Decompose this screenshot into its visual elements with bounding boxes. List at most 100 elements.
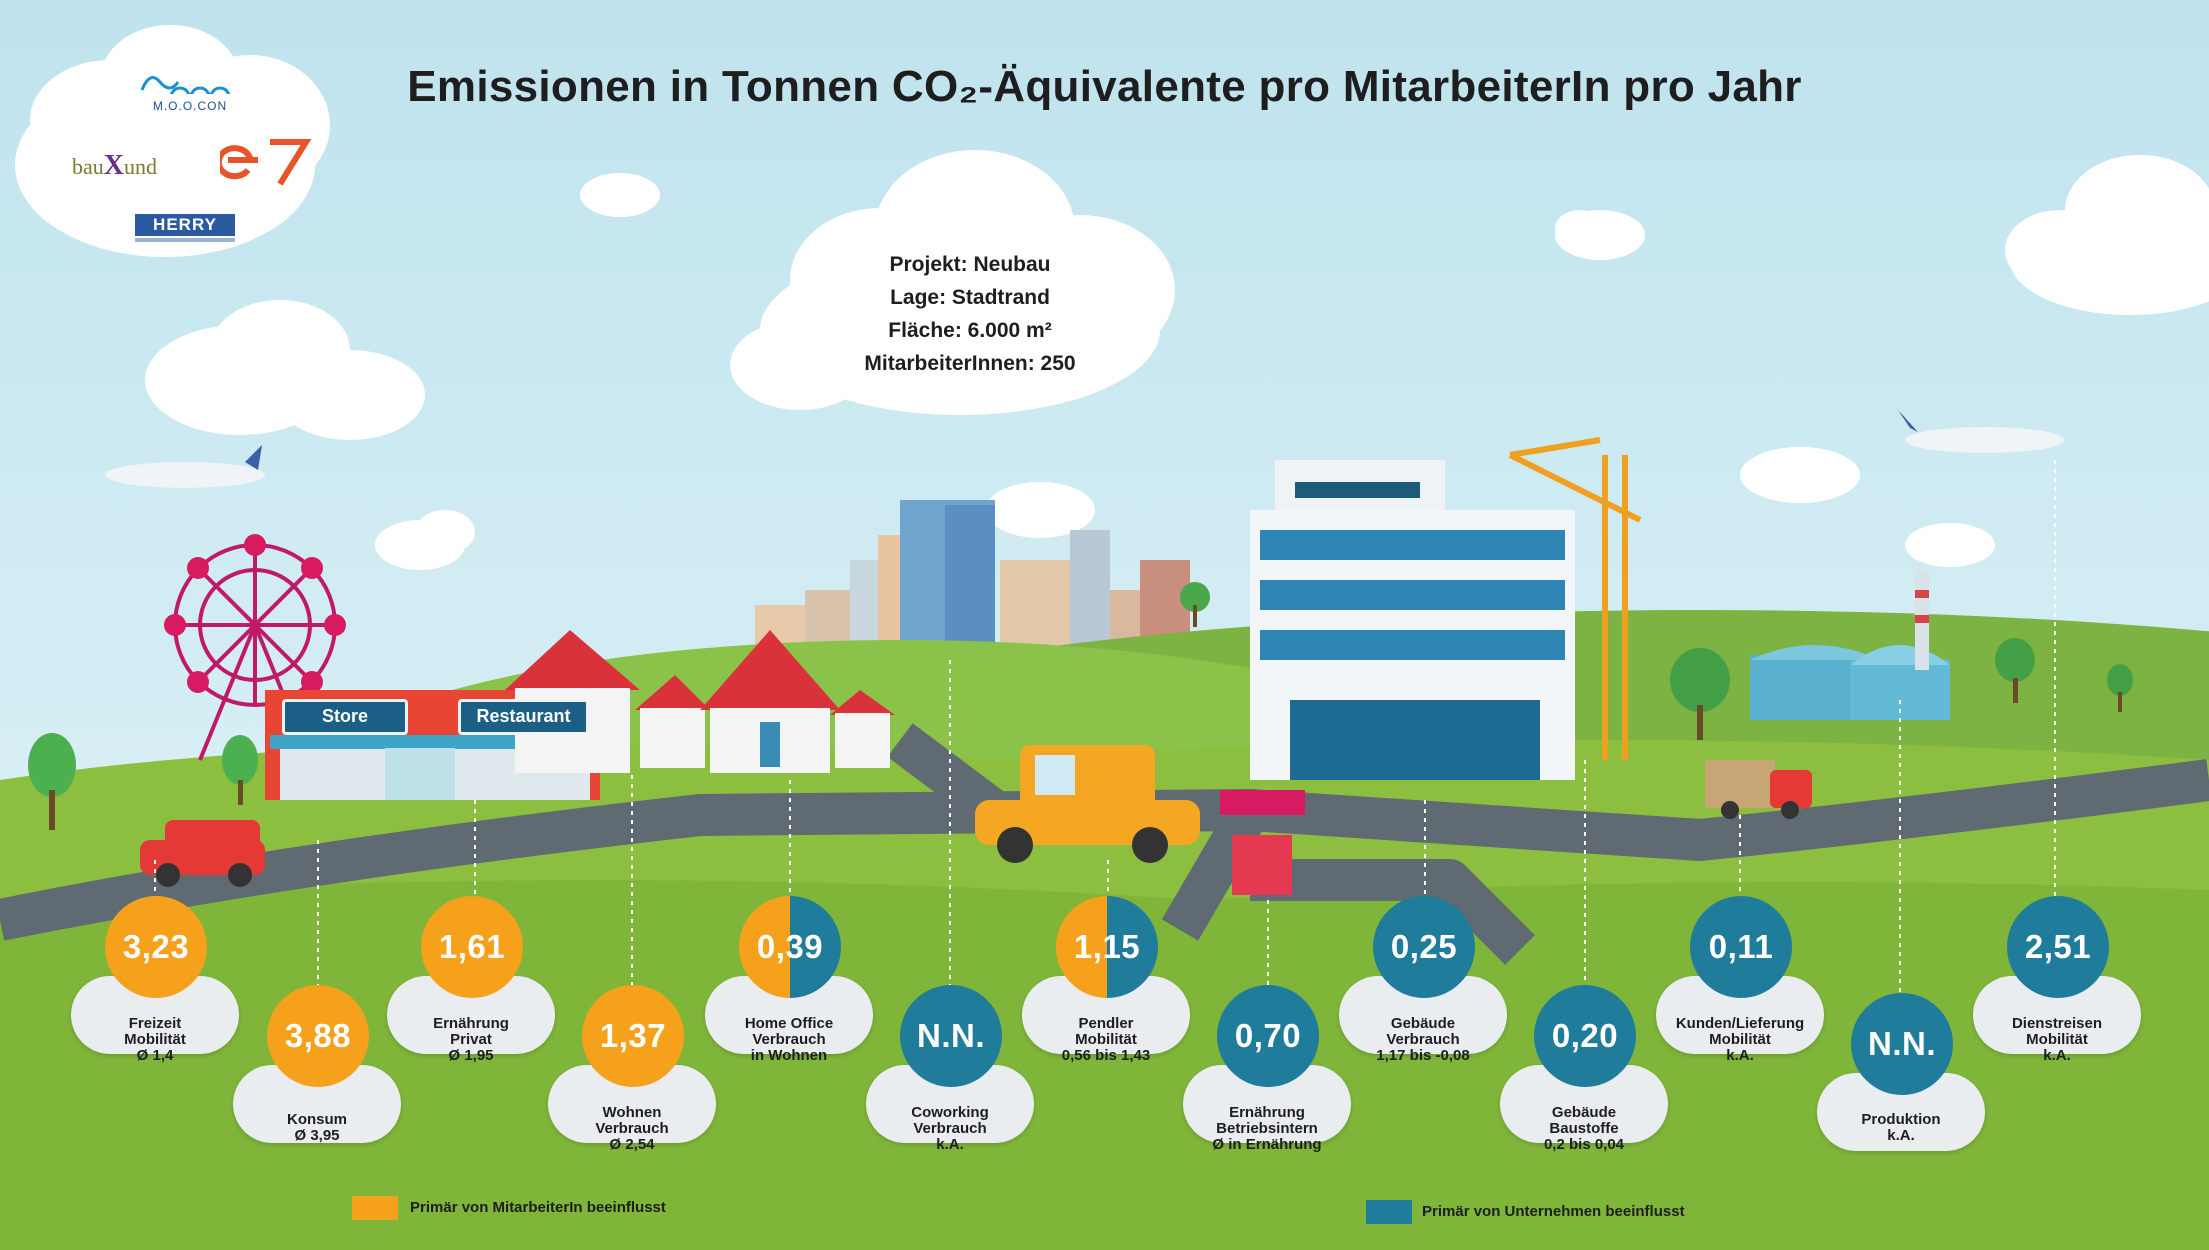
project-info: Projekt: Neubau Lage: Stadtrand Fläche: … bbox=[790, 248, 1150, 380]
label-line1: Coworking bbox=[911, 1104, 989, 1121]
value-circle: 3,23 bbox=[105, 896, 207, 998]
label-line3: k.A. bbox=[936, 1136, 964, 1153]
label-line1: Pendler bbox=[1078, 1015, 1134, 1032]
page-title: Emissionen in Tonnen CO₂-Äquivalente pro… bbox=[407, 62, 1802, 111]
label-line2: k.A. bbox=[1887, 1127, 1915, 1144]
value-text: 3,23 bbox=[122, 928, 190, 965]
value-circle: 0,25 bbox=[1373, 896, 1475, 998]
e7-logo bbox=[220, 139, 312, 186]
label-line2: Verbrauch bbox=[1386, 1031, 1460, 1048]
legend-label-employee: Primär von MitarbeiterIn beeinflusst bbox=[410, 1199, 666, 1216]
value-circle: N.N. bbox=[900, 985, 1002, 1087]
value-text: 0,11 bbox=[1708, 928, 1774, 965]
emission-item-freizeit-mobilitaet: Freizeit Mobilität Ø 1,4 3,23 bbox=[71, 896, 241, 1126]
emission-item-gebaeude-verbrauch: Gebäude Verbrauch 1,17 bis -0,08 0,25 bbox=[1339, 896, 1509, 1126]
label-line1: Ernährung bbox=[1229, 1104, 1305, 1121]
project-type: Projekt: Neubau bbox=[889, 253, 1051, 276]
label-line2: Mobilität bbox=[2026, 1031, 2088, 1048]
red-car bbox=[140, 820, 265, 887]
legend-swatch-company bbox=[1366, 1200, 1412, 1224]
label-line1: Wohnen bbox=[602, 1104, 662, 1121]
emission-item-wohnen-verbrauch: Wohnen Verbrauch Ø 2,54 1,37 bbox=[548, 985, 718, 1215]
value-text: 0,70 bbox=[1234, 1017, 1302, 1054]
value-text: N.N. bbox=[917, 1017, 985, 1054]
bauxund-logo: bauXund bbox=[72, 150, 157, 182]
label-line1: Home Office bbox=[744, 1015, 834, 1032]
label-line3: Ø in Ernährung bbox=[1212, 1136, 1322, 1153]
label-line2: Verbrauch bbox=[595, 1120, 669, 1137]
bauxund-pre: bau bbox=[72, 154, 104, 179]
value-circle: 0,39 bbox=[739, 896, 841, 998]
emission-item-pendler-mobilitaet: Pendler Mobilität 0,56 bis 1,43 1,15 bbox=[1022, 896, 1192, 1126]
label-line3: Ø 1,95 bbox=[448, 1047, 494, 1064]
label-line2: Betriebsintern bbox=[1216, 1120, 1318, 1137]
airplanes bbox=[105, 410, 2065, 488]
emission-item-produktion: Produktion k.A. N.N. bbox=[1817, 993, 1987, 1223]
herry-logo: HERRY bbox=[135, 214, 235, 236]
value-circle: 2,51 bbox=[2007, 896, 2109, 998]
value-text: 0,39 bbox=[756, 928, 824, 965]
value-circle: N.N. bbox=[1851, 993, 1953, 1095]
value-circle: 0,20 bbox=[1534, 985, 1636, 1087]
label-line2: Verbrauch bbox=[752, 1031, 826, 1048]
emission-item-ernaehrung-betriebsintern: Ernährung Betriebsintern Ø in Ernährung … bbox=[1183, 985, 1353, 1215]
label-line1: Konsum bbox=[287, 1111, 347, 1128]
value-circle: 1,37 bbox=[582, 985, 684, 1087]
label-line1: Dienstreisen bbox=[2011, 1015, 2103, 1032]
bauxund-post: und bbox=[124, 154, 157, 179]
delivery-truck bbox=[1705, 760, 1812, 819]
yellow-taxi bbox=[975, 745, 1200, 863]
label-line2: Mobilität bbox=[124, 1031, 186, 1048]
emission-item-gebaeude-baustoffe: Gebäude Baustoffe 0,2 bis 0,04 0,20 bbox=[1500, 985, 1670, 1215]
label-line1: Gebäude bbox=[1551, 1104, 1617, 1121]
label-line1: Kunden/Lieferung bbox=[1675, 1015, 1805, 1032]
value-circle: 0,70 bbox=[1217, 985, 1319, 1087]
label-line3: k.A. bbox=[1726, 1047, 1754, 1064]
label-line2: Mobilität bbox=[1075, 1031, 1137, 1048]
label-line3: 0,56 bis 1,43 bbox=[1061, 1047, 1151, 1064]
project-area: Fläche: 6.000 m² bbox=[888, 319, 1052, 342]
emission-item-home-office: Home Office Verbrauch in Wohnen 0,39 bbox=[705, 896, 875, 1126]
bauxund-x: X bbox=[103, 150, 124, 181]
emission-item-coworking: Coworking Verbrauch k.A. N.N. bbox=[866, 985, 1036, 1215]
label-line3: k.A. bbox=[2043, 1047, 2071, 1064]
label-line1: Ernährung bbox=[433, 1015, 509, 1032]
label-line3: in Wohnen bbox=[750, 1047, 828, 1064]
label-line1: Freizeit bbox=[128, 1015, 182, 1032]
value-text: 0,20 bbox=[1551, 1017, 1619, 1054]
houses bbox=[505, 630, 895, 773]
project-location: Lage: Stadtrand bbox=[890, 286, 1050, 309]
value-circle: 3,88 bbox=[267, 985, 369, 1087]
emission-item-konsum: Konsum Ø 3,95 3,88 bbox=[233, 985, 403, 1215]
construction-crane bbox=[1508, 437, 1642, 760]
label-line3: Ø 2,54 bbox=[609, 1136, 655, 1153]
legend-swatch-employee bbox=[352, 1196, 398, 1220]
emission-item-kunden-lieferung: Kunden/Lieferung Mobilität k.A. 0,11 bbox=[1656, 896, 1826, 1126]
value-text: 1,37 bbox=[599, 1017, 667, 1054]
label-line3: 0,2 bis 0,04 bbox=[1543, 1136, 1625, 1153]
moocon-logo-text: M.O.O.CON bbox=[152, 99, 228, 113]
market-stall bbox=[1220, 790, 1305, 895]
value-text: 0,25 bbox=[1390, 928, 1458, 965]
label-line3: 1,17 bis -0,08 bbox=[1376, 1047, 1470, 1064]
label-line3: Ø 1,4 bbox=[136, 1047, 174, 1064]
legend-label-company: Primär von Unternehmen beeinflusst bbox=[1422, 1203, 1685, 1220]
label-line1: Produktion bbox=[1861, 1111, 1941, 1128]
label-line1: Gebäude bbox=[1390, 1015, 1456, 1032]
office-building bbox=[1250, 460, 1575, 780]
restaurant-sign: Restaurant bbox=[458, 699, 589, 735]
label-line2: Ø 3,95 bbox=[294, 1127, 340, 1144]
emission-item-dienstreisen: Dienstreisen Mobilität k.A. 2,51 bbox=[1973, 896, 2143, 1126]
clouds bbox=[15, 25, 2209, 570]
project-employees: MitarbeiterInnen: 250 bbox=[864, 352, 1076, 375]
moocon-logo: M.O.O.CON bbox=[135, 68, 245, 113]
emission-item-ernaehrung-privat: Ernährung Privat Ø 1,95 1,61 bbox=[387, 896, 557, 1126]
store-sign: Store bbox=[282, 699, 408, 735]
trees bbox=[28, 638, 2133, 830]
label-line2: Baustoffe bbox=[1549, 1120, 1619, 1137]
label-line2: Verbrauch bbox=[913, 1120, 987, 1137]
value-text: 2,51 bbox=[2024, 928, 2092, 965]
value-text: N.N. bbox=[1868, 1025, 1936, 1062]
label-line2: Privat bbox=[450, 1031, 492, 1048]
